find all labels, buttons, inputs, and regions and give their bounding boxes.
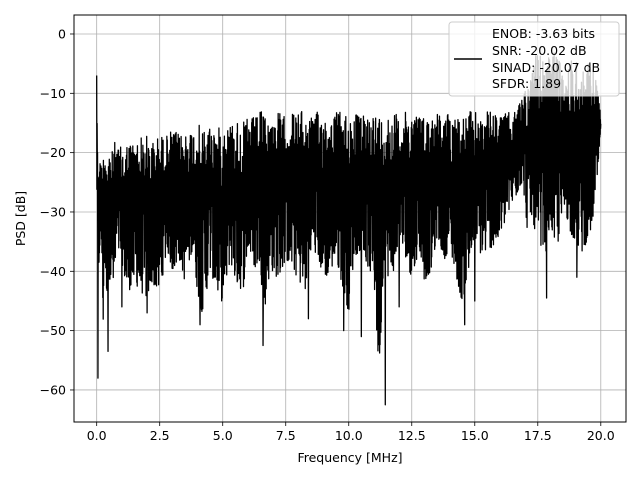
legend-line-sinad: SINAD: -20.07 dB — [492, 60, 600, 75]
plot-area — [96, 52, 602, 406]
y-tick-label: −10 — [40, 86, 66, 101]
y-tick-label: −50 — [40, 323, 66, 338]
legend-box — [448, 21, 620, 97]
legend: ENOB: -3.63 bits SNR: -20.02 dB SINAD: -… — [448, 21, 620, 97]
psd-series — [96, 52, 602, 406]
x-tick-label: 20.0 — [587, 428, 615, 443]
legend-line-enob: ENOB: -3.63 bits — [492, 26, 595, 41]
x-tick-label: 0.0 — [87, 428, 107, 443]
y-tick-label: −20 — [40, 145, 66, 160]
x-tick-label: 15.0 — [461, 428, 489, 443]
y-axis-label: PSD [dB] — [13, 191, 28, 246]
y-tick-label: −60 — [40, 382, 66, 397]
x-tick-label: 2.5 — [150, 428, 170, 443]
x-tick-label: 12.5 — [398, 428, 426, 443]
legend-line-snr: SNR: -20.02 dB — [492, 43, 587, 58]
x-tick-label: 5.0 — [213, 428, 233, 443]
x-tick-label: 10.0 — [335, 428, 363, 443]
y-tick-label: 0 — [58, 26, 66, 41]
y-tick-label: −30 — [40, 204, 66, 219]
y-tick-label: −40 — [40, 264, 66, 279]
legend-line-sfdr: SFDR: 1.89 — [492, 76, 561, 91]
x-tick-label: 17.5 — [524, 428, 552, 443]
plot-frame — [73, 14, 627, 423]
y-axis: 0 −10 −20 −30 −40 −50 −60 — [40, 26, 74, 397]
x-axis: 0.0 2.5 5.0 7.5 10.0 12.5 15.0 17.5 20.0 — [87, 422, 615, 443]
x-tick-label: 7.5 — [276, 428, 296, 443]
x-axis-label: Frequency [MHz] — [297, 450, 402, 465]
psd-series-line — [96, 52, 602, 406]
